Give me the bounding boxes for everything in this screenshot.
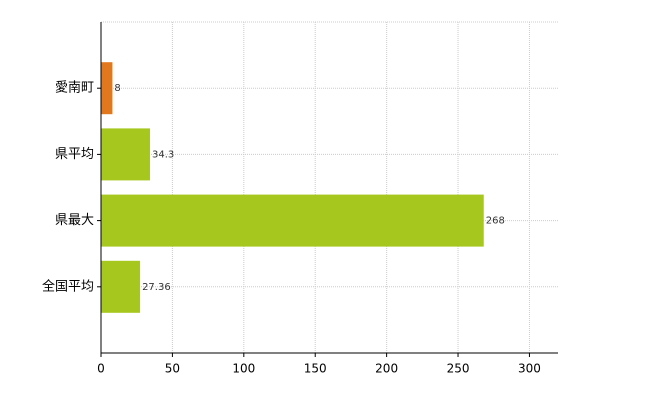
value-label: 34.3 [152, 149, 174, 160]
x-tick-label: 0 [97, 362, 105, 376]
x-tick-label: 150 [304, 362, 327, 376]
x-tick-label: 300 [518, 362, 541, 376]
x-tick-label: 250 [447, 362, 470, 376]
y-tick-label: 県平均 [55, 147, 94, 162]
bar [101, 128, 150, 181]
x-tick-label: 50 [165, 362, 180, 376]
bar [101, 260, 141, 313]
y-tick-label: 全国平均 [42, 278, 94, 294]
value-label: 27.36 [142, 282, 171, 293]
x-tick-label: 200 [375, 362, 398, 376]
bar [101, 62, 113, 115]
y-tick-label: 愛南町 [55, 80, 94, 96]
y-tick-label: 県最大 [55, 213, 94, 228]
bar [101, 194, 484, 247]
value-label: 8 [114, 83, 120, 94]
value-label: 268 [486, 216, 505, 227]
x-tick-label: 100 [232, 362, 255, 376]
